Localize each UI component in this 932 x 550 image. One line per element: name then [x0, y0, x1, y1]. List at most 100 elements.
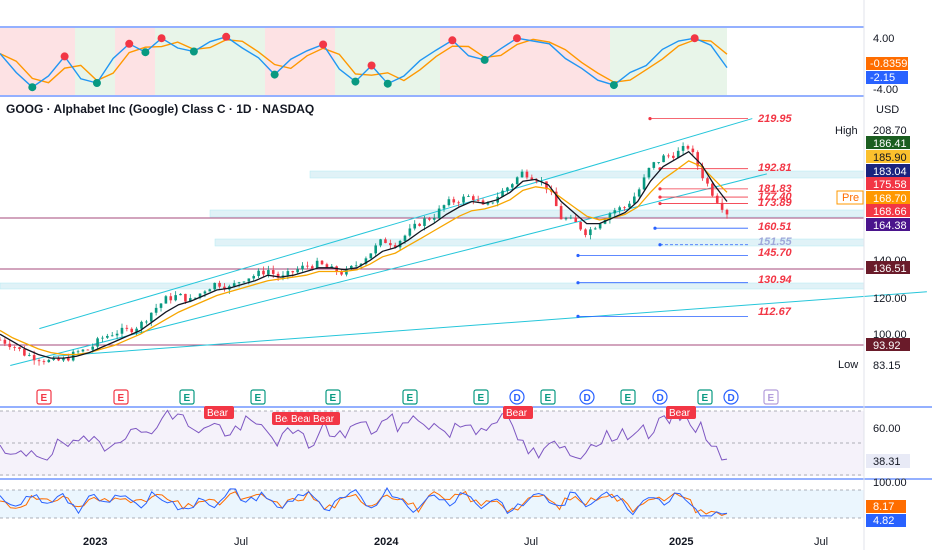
candle-body [681, 146, 685, 151]
candle-body [354, 265, 358, 267]
earnings-marker-label: E [41, 393, 48, 404]
osc-value-label-1: -0.8359 [870, 58, 907, 70]
candle-body [149, 312, 153, 322]
candle-body [569, 217, 573, 219]
candle-body [374, 245, 377, 254]
candle-body [467, 196, 470, 197]
candle-body [52, 357, 55, 360]
candle-body [135, 328, 138, 333]
dividend-marker-bg [509, 389, 525, 405]
stoch-value-tag-1 [866, 500, 906, 513]
candle-body [291, 271, 295, 273]
candle-body [271, 270, 275, 274]
earnings-marker-bg [179, 389, 195, 405]
osc-trough-dot [383, 79, 392, 88]
stoch-k-line [0, 486, 728, 517]
target-label-192.81: 192.81 [758, 162, 792, 174]
candle-body [584, 229, 587, 236]
price-tag-bg-168.66 [866, 204, 910, 217]
osc-value-tag-1 [866, 57, 908, 70]
price-panel: GOOG · Alphabet Inc (Google) Class C · 1… [0, 102, 927, 548]
candle-body [257, 270, 260, 277]
stoch-value-label-1: 8.17 [873, 501, 894, 513]
candle-body [574, 217, 578, 222]
candle-body [91, 346, 95, 350]
candle-body [476, 199, 480, 201]
pre-market-badge [836, 190, 864, 205]
candle-body [0, 339, 2, 341]
candle-body [47, 359, 51, 363]
candle-body [579, 221, 582, 230]
price-tag-168.66: 168.66 [873, 206, 907, 218]
osc-peak-dot [512, 34, 521, 43]
candle-body [628, 203, 631, 208]
earnings-marker-label: E [702, 393, 709, 404]
price-tick-120: 120.00 [873, 293, 907, 305]
candle-body [403, 235, 407, 241]
candle-body [350, 265, 353, 269]
earnings-marker-bg [113, 389, 129, 405]
osc-signal-line [0, 38, 728, 84]
candle-body [232, 283, 236, 287]
earnings-marker-bg [620, 389, 636, 405]
bear-signal-label: Bear [669, 408, 691, 419]
bear-signal-label: Bear [291, 414, 313, 425]
earnings-marker-label: E [255, 393, 262, 404]
candle-body [37, 360, 41, 362]
x-tick-Jul: Jul [234, 536, 248, 548]
candle-body [71, 351, 75, 361]
rsi-path [0, 407, 728, 461]
osc-trough-dot [141, 48, 150, 57]
candle-body [81, 349, 85, 352]
target-label-112.67: 112.67 [758, 306, 792, 318]
price-tag-bg-175.58 [866, 177, 910, 190]
candle-body [13, 347, 16, 348]
osc-peak-dot [222, 32, 231, 41]
candle-body [320, 260, 324, 265]
target-label-173.89: 173.89 [758, 197, 793, 209]
bear-signal-label: Bear [313, 414, 335, 425]
candle-body [188, 298, 192, 302]
candle-body [408, 228, 412, 236]
target-dot-130.94 [576, 281, 580, 285]
bear-signal-label: Bear [207, 408, 229, 419]
candle-body [154, 307, 158, 313]
x-tick-2024: 2024 [374, 536, 399, 548]
osc-tick-lower: -4.00 [873, 84, 898, 96]
candle-body [506, 187, 509, 191]
candle-body [589, 229, 592, 236]
candle-body [501, 190, 504, 197]
osc-peak-dot [367, 61, 376, 70]
earnings-marker-bg [763, 389, 779, 405]
candle-body [106, 335, 109, 338]
earnings-marker-bg [402, 389, 418, 405]
bear-signal-badge [204, 406, 234, 419]
candle-body [218, 282, 221, 287]
stoch-value-tag-2 [866, 514, 906, 527]
candle-body [237, 282, 241, 284]
support-zone-upper [209, 209, 865, 218]
earnings-marker-bg [697, 389, 713, 405]
channel-extension-line [53, 291, 927, 357]
candle-body [642, 177, 646, 190]
candle-body [706, 178, 709, 184]
candle-body [203, 291, 207, 294]
price-tag-bg-185.90 [866, 150, 910, 163]
candle-body [306, 265, 309, 267]
high-value: 208.70 [873, 125, 907, 137]
channel-upper-line [39, 118, 753, 330]
candle-body [169, 296, 173, 301]
candle-body [598, 223, 602, 229]
oscillator-signal-dots [28, 32, 699, 92]
candle-body [296, 269, 299, 273]
symbol-title: GOOG · Alphabet Inc (Google) Class C · 1… [6, 102, 314, 116]
candle-body [662, 155, 665, 163]
earnings-marker-bg [250, 389, 266, 405]
rsi-line [0, 407, 728, 461]
bear-signal-badge [503, 406, 533, 419]
x-tick-2023: 2023 [83, 536, 107, 548]
low-label: Low [838, 359, 858, 371]
candle-body [471, 196, 475, 200]
rsi-value-label: 38.31 [873, 456, 901, 468]
